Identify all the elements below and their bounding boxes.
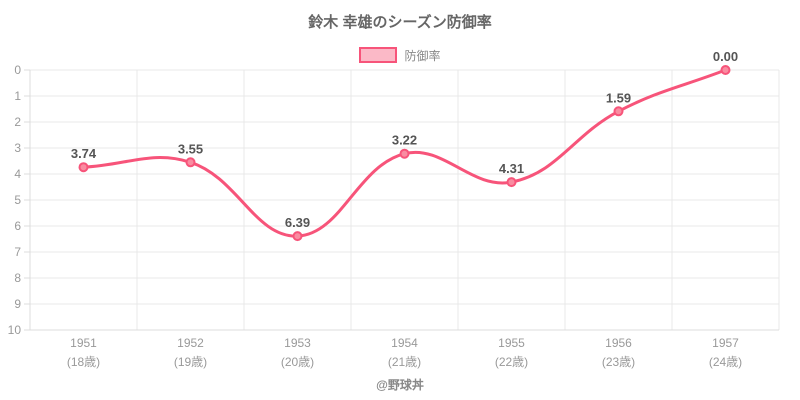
legend-item-era[interactable]: 防御率 <box>0 47 800 63</box>
x-tick-year: 1956 <box>605 336 632 350</box>
x-tick-year: 1952 <box>177 336 204 350</box>
y-tick-label: 5 <box>14 193 21 207</box>
x-tick-age: (21歳) <box>388 355 421 369</box>
data-point-1956[interactable] <box>613 106 624 117</box>
data-point-label: 4.31 <box>499 161 524 176</box>
x-tick-year: 1957 <box>712 336 739 350</box>
x-tick-year: 1951 <box>70 336 97 350</box>
y-tick-label: 2 <box>14 115 21 129</box>
y-tick-label: 1 <box>14 89 21 103</box>
x-tick-year: 1955 <box>498 336 525 350</box>
data-point-label: 3.22 <box>392 133 417 148</box>
x-tick-age: (23歳) <box>602 355 635 369</box>
x-tick-year: 1953 <box>284 336 311 350</box>
data-point-1951[interactable] <box>78 162 89 173</box>
data-point-label: 3.74 <box>71 146 97 161</box>
legend-label: 防御率 <box>404 48 441 63</box>
y-tick-label: 6 <box>14 219 21 233</box>
y-tick-label: 7 <box>14 245 21 259</box>
y-tick-label: 3 <box>14 141 21 155</box>
data-point-1957[interactable] <box>720 65 731 75</box>
data-point-label: 3.55 <box>178 141 203 156</box>
y-tick-label: 8 <box>14 271 21 285</box>
chart-title: 鈴木 幸雄のシーズン防御率 <box>308 14 492 31</box>
watermark: @野球丼 <box>376 378 424 392</box>
data-point-label: 0.00 <box>713 49 738 64</box>
data-point-label: 6.39 <box>285 215 310 230</box>
y-tick-label: 10 <box>8 323 22 337</box>
x-tick-age: (19歳) <box>174 355 207 369</box>
data-point-1954[interactable] <box>399 148 410 159</box>
x-tick-age: (18歳) <box>67 355 100 369</box>
data-point-1955[interactable] <box>506 177 517 188</box>
legend-swatch <box>359 47 398 63</box>
data-point-1953[interactable] <box>292 231 303 242</box>
x-tick-age: (20歳) <box>281 355 314 369</box>
y-tick-label: 4 <box>14 167 21 181</box>
x-tick-age: (24歳) <box>709 355 742 369</box>
x-tick-year: 1954 <box>391 336 418 350</box>
data-point-1952[interactable] <box>185 157 196 168</box>
y-tick-label: 9 <box>14 297 21 311</box>
x-tick-age: (22歳) <box>495 355 528 369</box>
y-tick-label: 0 <box>14 63 21 77</box>
data-point-label: 1.59 <box>606 90 631 105</box>
